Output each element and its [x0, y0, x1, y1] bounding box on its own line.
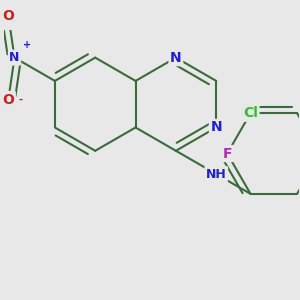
Text: NH: NH — [206, 168, 226, 181]
Text: -: - — [19, 94, 23, 104]
Text: N: N — [170, 51, 182, 64]
Text: N: N — [9, 51, 20, 64]
Text: F: F — [223, 146, 232, 161]
Text: +: + — [23, 40, 31, 50]
Text: N: N — [210, 121, 222, 134]
Text: O: O — [2, 9, 14, 23]
Text: Cl: Cl — [243, 106, 258, 120]
Text: O: O — [2, 92, 14, 106]
